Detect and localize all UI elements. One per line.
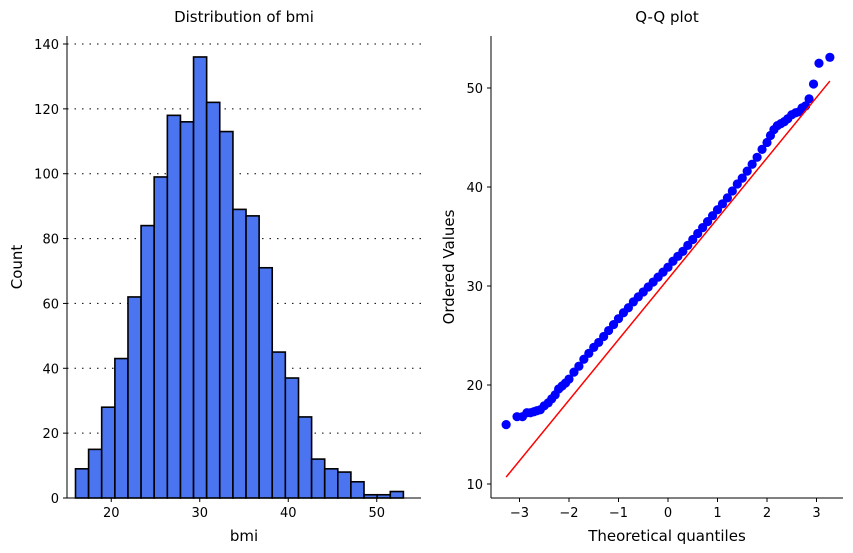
qq-y-ticks: 10 20 30 40 50 <box>466 82 491 493</box>
histogram-bar <box>350 480 365 499</box>
qq-y-label: Ordered Values <box>440 209 458 324</box>
qq-x-tick-label: −1 <box>609 506 628 521</box>
qq-x-label: Theoretical quantiles <box>587 527 746 545</box>
histogram-y-label: Count <box>8 245 26 290</box>
qq-point <box>762 137 772 148</box>
qq-y-tick-label: 40 <box>466 181 483 196</box>
histogram-bar <box>218 130 234 499</box>
histogram-y-tick-label: 0 <box>51 492 59 507</box>
histogram-y-ticks: 0 20 40 60 80 100 120 140 <box>34 38 67 507</box>
histogram-bar <box>87 448 103 499</box>
qq-point <box>564 374 574 384</box>
histogram-bar <box>166 114 182 499</box>
histogram-bar <box>258 266 274 499</box>
histogram-x-tick-label: 30 <box>191 506 208 521</box>
histogram-x-tick-label: 40 <box>280 506 297 521</box>
qq-fit-line <box>505 80 831 478</box>
qq-x-tick-label: 3 <box>812 506 820 521</box>
qq-x-tick-label: −3 <box>510 506 529 521</box>
histogram-x-label: bmi <box>230 527 258 545</box>
histogram-chart: Distribution of bmi 20 30 40 50 0 20 40 60 80 10… <box>8 8 421 545</box>
histogram-y-tick-label: 80 <box>42 233 59 248</box>
histogram-bar <box>127 296 142 499</box>
histogram-y-tick-label: 40 <box>42 362 59 377</box>
histogram-bar <box>140 224 155 499</box>
histogram-bar <box>114 357 129 499</box>
qq-points <box>501 52 835 430</box>
histogram-bar <box>271 351 287 499</box>
qq-title: Q-Q plot <box>635 8 699 26</box>
qq-point <box>752 152 762 162</box>
qq-point <box>737 173 747 183</box>
histogram-y-tick-label: 20 <box>42 427 59 442</box>
qq-point <box>742 166 752 176</box>
qq-point <box>757 144 767 154</box>
histogram-x-ticks: 20 30 40 50 <box>103 498 385 521</box>
qq-point <box>727 186 737 196</box>
qq-x-tick-label: −2 <box>559 506 578 521</box>
histogram-bars <box>74 56 405 499</box>
histogram-y-tick-label: 120 <box>34 103 59 118</box>
histogram-bar <box>192 56 208 499</box>
qq-point <box>574 361 584 371</box>
histogram-x-tick-label: 20 <box>103 506 120 521</box>
qq-y-tick-label: 10 <box>466 478 483 493</box>
histogram-y-tick-label: 140 <box>34 38 59 53</box>
qq-y-tick-label: 30 <box>466 280 483 295</box>
qq-point <box>804 94 814 104</box>
histogram-bar <box>284 377 300 499</box>
qq-y-tick-label: 20 <box>466 379 483 394</box>
histogram-bar <box>310 458 326 499</box>
qq-x-ticks: −3 −2 −1 0 1 2 3 <box>510 498 821 521</box>
qq-point <box>501 420 511 430</box>
qq-point <box>808 79 819 89</box>
histogram-bar <box>205 101 221 499</box>
histogram-title: Distribution of bmi <box>174 8 314 26</box>
histogram-bar <box>389 490 405 499</box>
histogram-bar <box>153 176 169 499</box>
histogram-bar <box>337 471 352 499</box>
histogram-bar <box>323 468 339 499</box>
qq-x-tick-label: 1 <box>713 506 721 521</box>
qq-plot-chart: Q-Q plot −3 −2 −1 0 1 2 3 10 20 30 40 50 Theoretic… <box>440 8 843 545</box>
qq-point <box>814 58 824 68</box>
histogram-bar <box>179 121 195 499</box>
qq-point <box>825 52 835 62</box>
qq-x-tick-label: 0 <box>664 506 672 521</box>
histogram-bar <box>100 406 116 499</box>
qq-y-tick-label: 50 <box>466 82 483 97</box>
histogram-x-tick-label: 50 <box>368 506 385 521</box>
qq-x-tick-label: 2 <box>763 506 771 521</box>
qq-point <box>747 159 757 169</box>
qq-point <box>722 193 733 203</box>
histogram-bar <box>245 215 260 499</box>
histogram-bar <box>74 468 90 499</box>
histogram-bar <box>297 416 313 499</box>
histogram-y-tick-label: 60 <box>42 297 59 312</box>
histogram-bar <box>232 208 247 499</box>
histogram-y-tick-label: 100 <box>34 168 59 183</box>
